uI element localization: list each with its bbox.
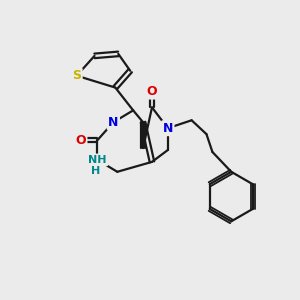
Text: O: O (75, 134, 86, 147)
Text: N: N (163, 122, 173, 135)
Text: NH: NH (88, 155, 107, 165)
Text: S: S (72, 69, 81, 82)
Text: N: N (108, 116, 118, 129)
Text: H: H (91, 166, 100, 176)
Text: O: O (147, 85, 157, 98)
